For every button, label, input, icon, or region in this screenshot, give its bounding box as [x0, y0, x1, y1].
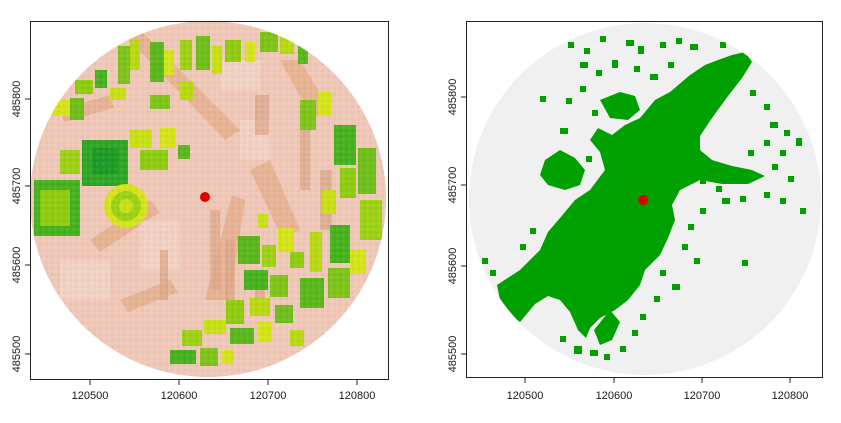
right-map-frame — [466, 21, 823, 378]
viewpoint-marker — [200, 192, 210, 202]
left-x-tick-label: 120600 — [161, 390, 198, 402]
right-y-tick-label: 485700 — [447, 167, 459, 204]
viewshed-viewpoint-marker — [638, 195, 648, 205]
left-x-tick-label: 120500 — [72, 390, 109, 402]
right-y-axis: 485500 485600 485700 485800 — [447, 79, 466, 373]
left-y-tick-label: 485600 — [11, 247, 23, 284]
left-y-tick-label: 485800 — [11, 81, 23, 118]
left-x-tick-label: 120800 — [339, 390, 376, 402]
right-x-tick-label: 120700 — [684, 390, 721, 402]
visible-area-lobe-west — [540, 150, 585, 190]
left-y-tick-label: 485700 — [11, 168, 23, 205]
left-x-axis: 120500 120600 120700 120800 — [72, 380, 376, 402]
left-map-frame — [30, 21, 389, 380]
right-y-tick-label: 485600 — [447, 248, 459, 285]
left-map-panel: 120500 120600 120700 120800 485500 48560… — [11, 21, 389, 402]
left-x-tick-label: 120700 — [250, 390, 287, 402]
left-y-tick-label: 485500 — [11, 336, 23, 373]
right-x-tick-label: 120800 — [772, 390, 809, 402]
right-x-axis: 120500 120600 120700 120800 — [507, 378, 809, 402]
left-y-axis: 485500 485600 485700 485800 — [11, 81, 30, 373]
right-y-tick-label: 485500 — [447, 336, 459, 373]
visible-area-main — [497, 52, 765, 338]
left-raster — [30, 21, 386, 377]
right-map-panel: 120500 120600 120700 120800 485500 48560… — [447, 21, 823, 402]
right-y-tick-label: 485800 — [447, 79, 459, 116]
visible-area-lobe-north — [600, 92, 640, 120]
visible-cells — [482, 36, 806, 360]
visible-area-lobe-south — [594, 310, 620, 345]
right-x-tick-label: 120500 — [507, 390, 544, 402]
right-x-tick-label: 120600 — [596, 390, 633, 402]
